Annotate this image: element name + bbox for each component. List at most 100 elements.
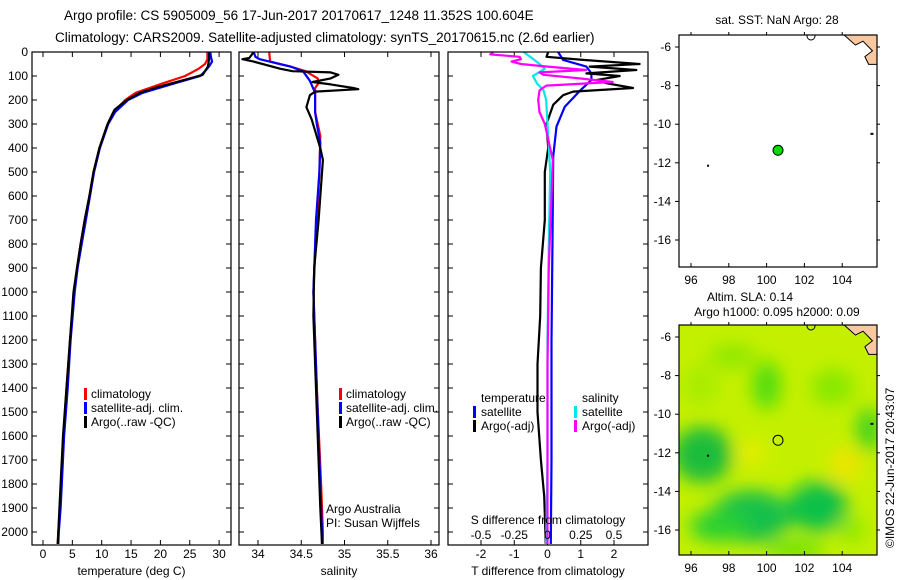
plot-frame xyxy=(238,51,440,546)
legend-label: Argo(-adj) xyxy=(582,419,635,433)
series-line-satellite-adj-clim- xyxy=(57,51,214,545)
legend-label: Argo(-adj) xyxy=(481,419,534,433)
plot-frame xyxy=(447,51,649,546)
depth-tick-label: 1100 xyxy=(2,309,28,323)
sla-anomaly-patch xyxy=(856,407,877,452)
depth-tick-label: 200 xyxy=(8,93,28,107)
sla-anomaly-patch xyxy=(810,369,855,406)
legend-swatch xyxy=(574,420,577,432)
island-cocos xyxy=(707,454,710,457)
sla-anomaly-patch xyxy=(679,426,733,483)
lon-tick-label: 102 xyxy=(794,273,814,287)
lon-tick-label: 98 xyxy=(722,561,736,575)
lon-tick-label: 104 xyxy=(832,561,852,575)
sla-anomaly-patch xyxy=(829,448,862,481)
sla-anomaly-patch xyxy=(737,440,766,465)
x-axis-label: T difference from climatology xyxy=(471,564,625,578)
lon-tick-label: 100 xyxy=(757,561,777,575)
sla-anomaly-patch xyxy=(708,344,757,369)
lat-tick-label: -6 xyxy=(660,330,671,344)
lat-tick-label: -10 xyxy=(654,407,672,421)
legend-heading-temperature: temperature xyxy=(481,391,546,405)
x-axis-label: salinity xyxy=(321,564,358,578)
x-tick-label: -2 xyxy=(476,547,487,561)
depth-tick-label: 1000 xyxy=(1,285,28,299)
series-line-argo-raw-qc- xyxy=(56,52,211,545)
map-sla-map: 96 98 100 102 104 -6 -8 -10 -12 -14 -16 xyxy=(654,322,880,575)
x-tick-label: 0 xyxy=(544,547,551,561)
plot-frame xyxy=(31,51,232,546)
lon-tick-label: 98 xyxy=(722,273,736,287)
panel-temperature: 0 5 10 15 20 25 30 temperature (deg C) 0 100 200 30… xyxy=(1,45,232,578)
island-cocos xyxy=(707,164,710,167)
depth-tick-label: 1500 xyxy=(1,405,28,419)
x-tick-label: 0 xyxy=(40,547,47,561)
legend-label: climatology xyxy=(346,387,406,401)
legend-swatch xyxy=(473,420,476,432)
series-line-climatology xyxy=(268,51,324,544)
legend-label: satellite xyxy=(481,405,522,419)
legend-label: Argo(..raw -QC) xyxy=(346,415,431,429)
sla-anomaly-patch xyxy=(764,539,825,555)
lon-tick-label: 104 xyxy=(832,273,852,287)
depth-tick-label: 700 xyxy=(8,213,28,227)
legend-label: climatology xyxy=(91,387,151,401)
lat-tick-label: -8 xyxy=(660,79,671,93)
series-line-climatology xyxy=(56,52,209,545)
lat-tick-label: -14 xyxy=(654,484,672,498)
series-line-temperature-satellite xyxy=(549,51,593,545)
x-tick-label: 1 xyxy=(577,547,584,561)
depth-tick-label: 1900 xyxy=(1,501,28,515)
x-tick-label: 2 xyxy=(611,547,618,561)
depth-tick-label: 1300 xyxy=(1,357,28,371)
legend-swatch xyxy=(339,416,342,428)
x2-tick-label: -0.5 xyxy=(471,528,492,542)
legend-label: satellite xyxy=(582,405,623,419)
x2-tick-label: 0.5 xyxy=(606,528,623,542)
legend-swatch xyxy=(339,402,342,414)
x-tick-label: 20 xyxy=(154,547,168,561)
depth-tick-label: 1700 xyxy=(1,453,28,467)
x-tick-label: 5 xyxy=(69,547,76,561)
island-enggano xyxy=(806,35,816,41)
x2-tick-label: -0.25 xyxy=(501,528,529,542)
map-sst-map: 96 98 100 102 104 -6 -8 -10 -12 -14 -16 xyxy=(654,32,880,287)
argo-float-marker xyxy=(772,144,784,156)
x-tick-label: 34 xyxy=(251,547,265,561)
map-frame xyxy=(678,34,878,268)
lat-tick-label: -10 xyxy=(654,117,672,131)
land-java-sumatra xyxy=(843,325,877,355)
lon-tick-label: 102 xyxy=(794,561,814,575)
depth-tick-label: 2000 xyxy=(1,525,28,539)
lon-tick-label: 96 xyxy=(684,561,698,575)
island-christmas xyxy=(870,132,874,135)
depth-tick-label: 0 xyxy=(21,45,28,59)
depth-tick-label: 500 xyxy=(8,165,28,179)
x-tick-label: 30 xyxy=(212,547,226,561)
map-frame xyxy=(678,324,878,556)
x2-tick-label: 0.25 xyxy=(569,528,593,542)
sst-map-title: sat. SST: NaN Argo: 28 xyxy=(715,13,839,27)
x2-tick-label: 0 xyxy=(544,528,551,542)
lat-tick-label: -8 xyxy=(660,369,671,383)
depth-tick-label: 1400 xyxy=(1,381,28,395)
depth-tick-label: 800 xyxy=(8,237,28,251)
legend-swatch xyxy=(84,388,87,400)
depth-tick-label: 1800 xyxy=(1,477,28,491)
sla-anomaly-patch xyxy=(787,481,848,532)
x-axis-label: temperature (deg C) xyxy=(77,564,185,578)
coastline xyxy=(806,35,877,65)
panel-salinity: 34 34.5 35 35.5 36 salinity climatologysatelli… xyxy=(238,51,440,578)
x-tick-label: 10 xyxy=(95,547,109,561)
lat-tick-label: -6 xyxy=(660,40,671,54)
annotation-text: PI: Susan Wijffels xyxy=(326,516,420,530)
argo-float-marker xyxy=(772,434,784,446)
sla-map-title-line2: Argo h1000: 0.095 h2000: 0.09 xyxy=(694,305,860,319)
annotation-text: Argo Australia xyxy=(326,502,401,516)
lat-tick-label: -16 xyxy=(654,523,672,537)
depth-tick-label: 300 xyxy=(8,117,28,131)
lat-tick-label: -12 xyxy=(654,156,672,170)
figure-title-line1: Argo profile: CS 5905009_56 17-Jun-2017 … xyxy=(64,8,534,23)
x-tick-label: 25 xyxy=(183,547,197,561)
lon-tick-label: 96 xyxy=(684,273,698,287)
